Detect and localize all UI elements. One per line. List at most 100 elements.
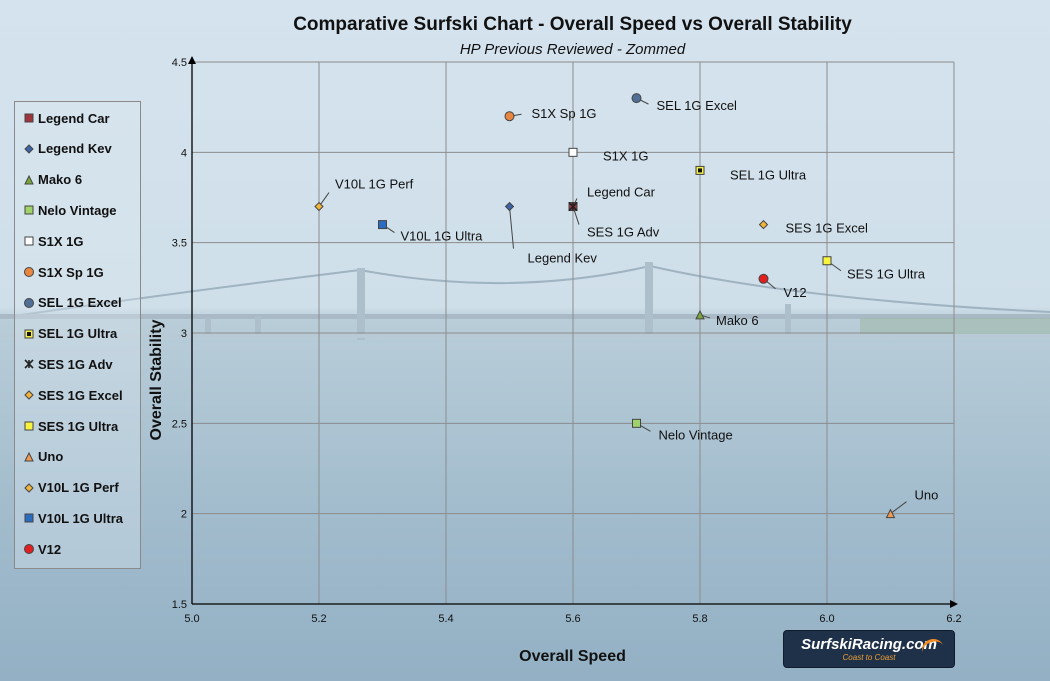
legend-marker-icon [24, 174, 34, 185]
legend-label: Legend Car [38, 110, 110, 126]
legend-marker-icon [24, 297, 34, 308]
y-tick-label: 1.5 [172, 599, 187, 611]
leader-line [890, 501, 907, 515]
point-sel-1g-excel [631, 93, 642, 104]
legend-marker-ses-1g-adv [24, 359, 34, 369]
x-axis-arrow-icon [950, 600, 958, 608]
x-tick-label: 5.6 [565, 613, 580, 625]
data-label-ses-1g-adv: SES 1G Adv [587, 225, 660, 240]
legend-label: SES 1G Excel [38, 387, 123, 403]
point-mako-6 [695, 309, 705, 320]
legend-marker-icon [24, 267, 34, 277]
data-points [314, 93, 896, 519]
legend-item-sel-1g-excel: SEL 1G Excel [23, 294, 122, 312]
legend-label: Uno [38, 449, 64, 465]
legend-label: Mako 6 [38, 172, 83, 188]
data-label-s1x-1g: S1X 1G [603, 148, 649, 163]
legend-marker-icon [24, 329, 34, 339]
legend-item-nelo-vintage: Nelo Vintage [23, 201, 117, 219]
data-labels: Legend Car Legend Kev Mako 6 Nelo Vintage S1… [335, 98, 938, 503]
legend-item-s1x-sp-1g: S1X Sp 1G [23, 263, 104, 281]
legend-marker-legend-kev [24, 144, 34, 154]
legend-marker-nelo-vintage [24, 205, 34, 215]
data-label-uno: Uno [915, 488, 939, 503]
point-ses-1g-adv [568, 201, 578, 212]
chart-subtitle: HP Previous Reviewed - Zommed [459, 41, 686, 58]
y-tick-label: 4.5 [172, 57, 187, 69]
legend-marker-v10l-1g-ultra [24, 513, 34, 523]
point-uno [885, 508, 896, 519]
legend-marker-icon [24, 390, 34, 400]
data-label-legend-car: Legend Car [587, 185, 656, 200]
y-tick-label: 4 [181, 147, 187, 159]
x-tick-label: 5.2 [311, 613, 326, 625]
logo-tagline: Coast to Coast [842, 653, 896, 662]
point-ses-1g-ultra [822, 256, 832, 266]
legend-marker-v10l-1g-perf [24, 482, 34, 493]
legend-marker-ses-1g-excel [24, 390, 34, 400]
legend-marker-icon [24, 236, 34, 246]
point-v12 [758, 273, 769, 284]
legend-label: SEL 1G Ultra [38, 326, 118, 342]
x-axis-label: Overall Speed [519, 648, 626, 665]
legend-marker-icon [24, 482, 34, 493]
data-label-v12: V12 [784, 285, 807, 300]
bridge-cable [0, 264, 1050, 319]
data-label-ses-1g-ultra: SES 1G Ultra [847, 267, 926, 282]
data-label-mako-6: Mako 6 [716, 313, 759, 328]
point-v10l-1g-ultra [378, 220, 387, 230]
legend-marker-icon [24, 359, 34, 369]
legend-marker-v12 [24, 544, 34, 555]
legend-marker-sel-1g-ultra [24, 329, 34, 339]
surfskiracing-logo: SurfskiRacing.com Coast to Coast [783, 630, 955, 668]
logo-text: SurfskiRacing.com [801, 636, 937, 653]
legend-label: Nelo Vintage [38, 202, 117, 218]
legend-item-v12: V12 [23, 540, 61, 558]
point-v10l-1g-perf [314, 201, 324, 212]
legend-item-ses-1g-adv: SES 1G Adv [23, 355, 113, 373]
leader-line [509, 206, 514, 249]
legend-marker-uno [24, 451, 34, 462]
legend-marker-s1x-sp-1g [24, 267, 34, 277]
legend-marker-icon [24, 544, 34, 555]
x-tick-label: 6.2 [946, 613, 961, 625]
legend-item-v10l-1g-ultra: V10L 1G Ultra [23, 509, 123, 527]
data-label-nelo-vintage: Nelo Vintage [659, 427, 733, 442]
legend: Legend Car Legend Kev Mako 6 Nelo Vintage S1… [14, 101, 141, 569]
legend-label: V12 [38, 541, 62, 557]
legend-item-sel-1g-ultra: SEL 1G Ultra [23, 325, 117, 343]
legend-marker-mako-6 [24, 174, 34, 185]
legend-marker-sel-1g-excel [24, 297, 34, 308]
legend-item-ses-1g-ultra: SES 1G Ultra [23, 417, 118, 435]
legend-marker-icon [24, 113, 34, 123]
legend-marker-ses-1g-ultra [24, 421, 34, 431]
legend-marker-icon [24, 451, 34, 462]
x-tick-label: 6.0 [819, 613, 834, 625]
data-label-s1x-sp-1g: S1X Sp 1G [532, 106, 597, 121]
chart-title: Comparative Surfski Chart - Overall Spee… [293, 14, 852, 35]
legend-marker-icon [24, 421, 34, 431]
legend-item-mako-6: Mako 6 [23, 171, 82, 189]
legend-item-v10l-1g-perf: V10L 1G Perf [23, 479, 119, 497]
legend-marker-icon [24, 144, 34, 154]
axes [188, 56, 958, 608]
x-tick-label: 5.8 [692, 613, 707, 625]
data-label-v10l-1g-ultra: V10L 1G Ultra [401, 229, 484, 244]
legend-label: SES 1G Adv [38, 356, 113, 372]
legend-label: SEL 1G Excel [38, 295, 122, 311]
legend-item-uno: Uno [23, 448, 63, 466]
data-label-v10l-1g-perf: V10L 1G Perf [335, 177, 414, 192]
legend-marker-icon [24, 513, 34, 523]
point-s1x-1g [568, 147, 578, 157]
bridge-deck [0, 314, 1050, 319]
y-tick-label: 2 [181, 509, 187, 521]
y-tick-label: 2.5 [172, 418, 187, 430]
legend-marker-s1x-1g [24, 236, 34, 246]
tick-labels: 5.0 5.2 5.4 5.6 5.8 6.0 6.2 1.5 2 2.5 3 3.5 4 4.5 [172, 57, 962, 625]
x-tick-label: 5.0 [184, 613, 199, 625]
legend-marker-icon [24, 205, 34, 215]
point-s1x-sp-1g [504, 111, 515, 122]
data-label-sel-1g-excel: SEL 1G Excel [657, 98, 738, 113]
legend-label: S1X 1G [38, 233, 84, 249]
